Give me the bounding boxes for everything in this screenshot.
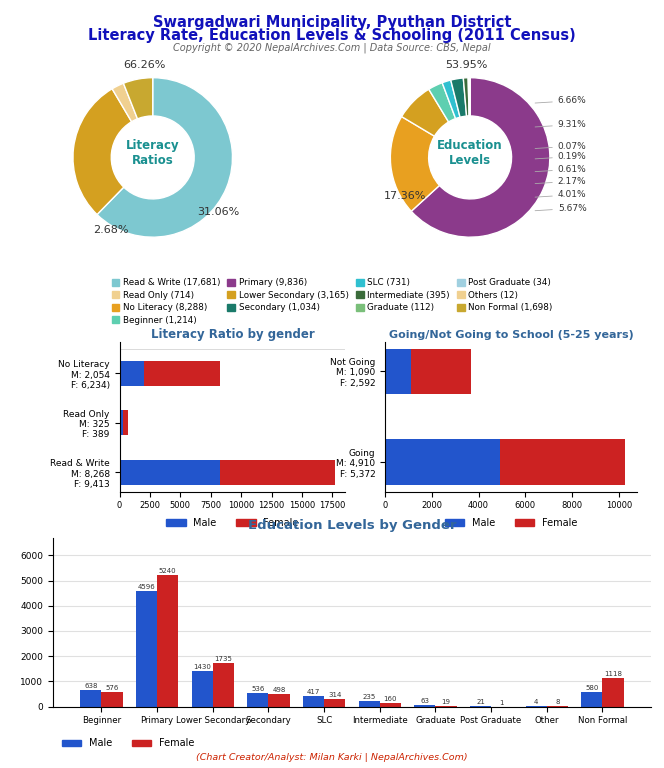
Text: 6.66%: 6.66% (535, 96, 586, 105)
Bar (410, 349, 471, 394)
Text: 576: 576 (106, 685, 119, 691)
Bar (385, 439, 500, 485)
Wedge shape (73, 89, 131, 214)
Text: Literacy
Ratios: Literacy Ratios (126, 140, 179, 167)
Wedge shape (468, 78, 470, 116)
Text: 1118: 1118 (604, 671, 622, 677)
Text: 1735: 1735 (214, 656, 232, 662)
Legend: Male, Female: Male, Female (162, 514, 303, 531)
Wedge shape (411, 78, 550, 237)
Text: 1: 1 (499, 700, 504, 706)
Title: Education Levels by Gender: Education Levels by Gender (248, 519, 456, 532)
Bar (247, 693, 268, 707)
Text: 9.31%: 9.31% (535, 120, 586, 129)
Bar (120, 361, 145, 386)
Text: 314: 314 (328, 692, 341, 697)
Wedge shape (97, 78, 232, 237)
Text: Copyright © 2020 NepalArchives.Com | Data Source: CBS, Nepal: Copyright © 2020 NepalArchives.Com | Dat… (173, 42, 491, 53)
Bar (145, 361, 220, 386)
Text: 63: 63 (420, 698, 430, 704)
Bar (380, 703, 401, 707)
Text: 66.26%: 66.26% (124, 60, 166, 70)
Bar (120, 460, 220, 485)
Text: 21: 21 (476, 699, 485, 705)
Text: 4596: 4596 (137, 584, 155, 590)
Text: 31.06%: 31.06% (197, 207, 239, 217)
Text: 4.01%: 4.01% (535, 190, 586, 200)
Text: 0.61%: 0.61% (535, 165, 586, 174)
Text: 2.17%: 2.17% (535, 177, 586, 186)
Bar (359, 700, 380, 707)
Text: 536: 536 (251, 686, 264, 692)
Wedge shape (124, 78, 153, 119)
Bar (102, 692, 123, 707)
Text: 4: 4 (534, 700, 539, 706)
Wedge shape (442, 80, 460, 118)
Bar (581, 692, 602, 707)
Bar (124, 410, 128, 435)
Bar (602, 678, 623, 707)
Bar (414, 705, 436, 707)
Wedge shape (429, 83, 456, 122)
Bar (192, 670, 212, 707)
Text: 5.67%: 5.67% (535, 204, 586, 213)
Text: 235: 235 (363, 694, 376, 700)
Wedge shape (402, 89, 449, 136)
Bar (220, 460, 335, 485)
Bar (212, 663, 234, 707)
Text: 8: 8 (555, 700, 560, 705)
Bar (80, 690, 102, 707)
Text: 19: 19 (442, 699, 450, 705)
Text: 160: 160 (384, 696, 397, 701)
Legend: Male, Female: Male, Female (441, 514, 582, 531)
Text: 580: 580 (585, 685, 598, 691)
Legend: Male, Female: Male, Female (58, 735, 199, 753)
Bar (385, 349, 410, 394)
Wedge shape (390, 117, 440, 211)
Bar (324, 699, 345, 707)
Bar (268, 694, 290, 707)
Title: Literacy Ratio by gender: Literacy Ratio by gender (151, 328, 314, 340)
Text: 417: 417 (307, 689, 320, 695)
Text: 2.68%: 2.68% (94, 225, 129, 235)
Text: Education
Levels: Education Levels (438, 140, 503, 167)
Text: 17.36%: 17.36% (384, 191, 426, 201)
Bar (120, 410, 124, 435)
Text: 498: 498 (272, 687, 286, 693)
Wedge shape (463, 78, 469, 116)
Text: 5240: 5240 (159, 568, 177, 574)
Text: 638: 638 (84, 684, 98, 690)
Bar (500, 439, 625, 485)
Wedge shape (112, 83, 137, 122)
Text: (Chart Creator/Analyst: Milan Karki | NepalArchives.Com): (Chart Creator/Analyst: Milan Karki | Ne… (196, 753, 468, 762)
Text: Swargadwari Municipality, Pyuthan District: Swargadwari Municipality, Pyuthan Distri… (153, 15, 511, 31)
Bar (157, 574, 178, 707)
Text: 1430: 1430 (193, 664, 211, 670)
Title: Going/Not Going to School (5-25 years): Going/Not Going to School (5-25 years) (389, 329, 633, 339)
Legend: Read & Write (17,681), Read Only (714), No Literacy (8,288), Beginner (1,214), P: Read & Write (17,681), Read Only (714), … (108, 275, 556, 328)
Text: 53.95%: 53.95% (445, 60, 487, 70)
Text: Literacy Rate, Education Levels & Schooling (2011 Census): Literacy Rate, Education Levels & School… (88, 28, 576, 44)
Text: 0.19%: 0.19% (535, 152, 586, 161)
Wedge shape (451, 78, 467, 118)
Bar (136, 591, 157, 707)
Bar (303, 696, 324, 707)
Text: 0.07%: 0.07% (535, 141, 586, 151)
